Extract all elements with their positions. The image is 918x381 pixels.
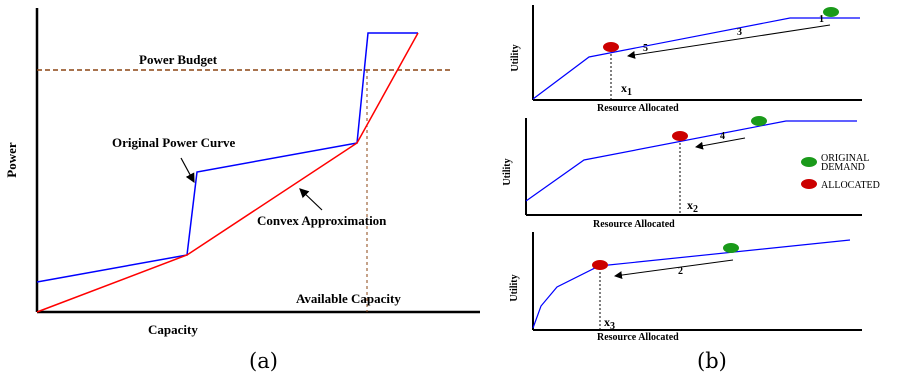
- convex-approximation-curve: [36, 32, 419, 313]
- utility-plot-1: 1 3 5 Utility Resource Allocated x1: [510, 5, 862, 114]
- power-budget-label: Power Budget: [139, 52, 218, 67]
- plot2-ylabel: Utility: [502, 158, 513, 185]
- plot2-x-marker: x2: [687, 198, 698, 215]
- plot3-label-2: 2: [678, 266, 683, 277]
- caption-a: (a): [249, 349, 278, 373]
- original-power-curve: [36, 32, 418, 283]
- legend-demand-dot: [801, 157, 817, 167]
- convex-approx-label: Convex Approximation: [257, 213, 387, 228]
- legend-demand-label-line2: DEMAND: [821, 162, 865, 173]
- legend-demand-label-line1: ORIGINAL: [821, 153, 869, 164]
- plot2-allocated-dot: [672, 131, 688, 141]
- caption-b: (b): [697, 349, 727, 373]
- plot2-arrow: [695, 137, 746, 150]
- plot3-allocated-dot: [592, 260, 608, 270]
- utility-plot-3: 2 Utility Resource Allocated x3: [509, 232, 862, 343]
- plot1-utility-curve: [532, 17, 860, 100]
- plot3-demand-dot: [723, 243, 739, 253]
- original-curve-arrow: [180, 157, 195, 184]
- plot2-label-4: 4: [720, 131, 725, 142]
- available-capacity-label: Available Capacity: [296, 291, 401, 306]
- plot2-utility-curve: [525, 120, 857, 202]
- utility-plot-2: 4 Utility Resource Allocated x2: [502, 116, 862, 230]
- plot1-xlabel: Resource Allocated: [597, 103, 679, 114]
- plot2-demand-dot: [751, 116, 767, 126]
- legend-allocated-dot: [801, 179, 817, 189]
- plot1-label-1: 1: [819, 14, 824, 25]
- plot1-label-3: 3: [737, 27, 742, 38]
- x-axis-title: Capacity: [148, 322, 198, 337]
- plot3-x-marker: x3: [604, 315, 615, 332]
- legend: ORIGINAL DEMAND ALLOCATED: [801, 153, 880, 191]
- plot3-xlabel: Resource Allocated: [597, 332, 679, 343]
- panel-a: Power Budget Available Capacity Original…: [4, 8, 480, 373]
- plot1-allocated-dot: [603, 42, 619, 52]
- plot1-arrow-long: [627, 24, 831, 59]
- plot1-ylabel: Utility: [510, 44, 521, 71]
- plot3-utility-curve: [532, 239, 851, 329]
- convex-approx-arrow: [299, 188, 323, 211]
- plot1-label-5: 5: [643, 43, 648, 54]
- original-curve-label: Original Power Curve: [112, 135, 235, 150]
- plot2-xlabel: Resource Allocated: [593, 219, 675, 230]
- y-axis-title: Power: [4, 142, 19, 178]
- plot1-demand-dot: [823, 7, 839, 17]
- plot3-arrow: [614, 259, 734, 280]
- plot1-x-marker: x1: [621, 81, 632, 98]
- panel-b: 1 3 5 Utility Resource Allocated x1 4 Ut…: [502, 5, 880, 373]
- legend-allocated-label: ALLOCATED: [821, 180, 880, 191]
- plot3-ylabel: Utility: [509, 274, 520, 301]
